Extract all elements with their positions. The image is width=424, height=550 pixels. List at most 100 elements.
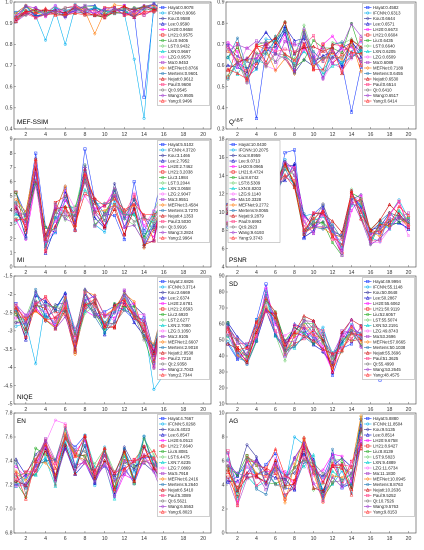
data-point-lzg xyxy=(53,3,57,7)
legend-entry: Hayat:49.9994 xyxy=(373,279,402,284)
data-point-wang xyxy=(14,209,18,214)
data-point-ma xyxy=(103,463,107,467)
y-tick-label: 0.7 xyxy=(5,63,12,69)
legend-marker xyxy=(161,422,165,426)
data-point-mefnet xyxy=(340,57,344,62)
data-point-mertens xyxy=(122,447,126,451)
data-point-nejati xyxy=(264,42,268,46)
data-point-yang xyxy=(112,10,117,15)
data-point-nejati xyxy=(63,442,68,447)
data-point-mertens xyxy=(350,483,353,487)
data-point-mefnet xyxy=(102,208,107,213)
data-point-nejati xyxy=(311,44,316,49)
legend-entry: Lee:9.0713 xyxy=(239,159,261,164)
legend-marker xyxy=(231,186,236,190)
data-point-qi xyxy=(53,9,57,13)
data-point-qi xyxy=(331,480,334,484)
data-point-wang xyxy=(132,311,136,316)
data-point-wang xyxy=(235,356,240,361)
legend-marker xyxy=(161,417,165,420)
data-point-wang xyxy=(152,1,156,6)
legend-entry: LST:2.6277 xyxy=(168,318,190,323)
data-point-qi xyxy=(44,11,48,15)
data-point-paul xyxy=(245,69,249,73)
legend-marker xyxy=(160,509,165,514)
data-point-yang xyxy=(292,58,297,63)
data-point-yang xyxy=(53,466,58,470)
data-point-mefnet xyxy=(292,71,297,76)
data-point-wang xyxy=(292,339,297,344)
data-point-lee xyxy=(340,64,344,68)
data-point-lxn xyxy=(92,465,97,469)
data-point-wang xyxy=(83,10,87,15)
legend-marker xyxy=(366,280,370,283)
legend-marker xyxy=(161,198,165,201)
data-point-ma xyxy=(63,213,67,217)
data-point-yang xyxy=(226,325,230,330)
legend-entry: LZG:49.8743 xyxy=(373,329,399,334)
legend-entry: Yang:9.3743 xyxy=(239,236,264,241)
data-point-lee xyxy=(321,348,325,353)
data-point-qi xyxy=(302,458,306,462)
data-point-paul xyxy=(378,238,382,242)
data-point-paul xyxy=(93,305,97,309)
data-point-lee xyxy=(292,161,297,166)
legend-entry: Yang:6.8023 xyxy=(168,510,193,515)
legend-marker xyxy=(365,460,370,464)
data-point-mertens xyxy=(142,434,146,438)
data-point-lxn xyxy=(340,341,344,346)
legend-marker xyxy=(161,450,165,453)
x-tick-label: 20 xyxy=(406,270,412,276)
legend-entry: Paul:5.3089 xyxy=(168,493,192,498)
data-point-mertens xyxy=(236,36,239,40)
data-point-wang xyxy=(349,476,354,481)
legend-entry: Mertens:6.2640 xyxy=(168,482,198,487)
data-point-paul xyxy=(24,470,28,474)
data-point-wang xyxy=(235,62,240,67)
data-point-nejati xyxy=(283,160,287,165)
legend-marker xyxy=(365,350,370,355)
legend-marker xyxy=(365,290,370,295)
legend-marker xyxy=(160,180,165,186)
data-point-liu xyxy=(122,305,126,309)
data-point-yang xyxy=(340,242,344,247)
y-tick-label: -4.5 xyxy=(4,383,13,389)
x-tick-label: 16 xyxy=(161,132,167,138)
data-point-lst xyxy=(330,40,335,45)
legend-entry: MEFNet:0.7189 xyxy=(373,66,404,71)
legend-marker xyxy=(365,43,370,49)
data-point-lh21 xyxy=(122,303,126,307)
data-point-mefnet xyxy=(283,500,287,505)
x-tick-label: 6 xyxy=(64,270,67,276)
x-tick-label: 16 xyxy=(161,536,167,542)
legend-entry: Nejati:9.2879 xyxy=(239,214,265,219)
data-point-yang xyxy=(151,212,156,216)
data-point-lh21 xyxy=(340,53,344,57)
data-point-lee xyxy=(292,487,297,492)
data-point-hayat xyxy=(293,148,296,152)
data-point-mertens xyxy=(53,215,57,219)
data-point-yang xyxy=(264,296,268,301)
data-point-lst xyxy=(83,163,87,168)
x-tick-label: 8 xyxy=(84,132,87,138)
legend-entry: MEFNet:3.4584 xyxy=(168,203,199,208)
data-point-mefnet xyxy=(63,184,67,189)
legend-entry: Qi:9.2923 xyxy=(239,225,258,230)
data-point-qi xyxy=(14,458,18,462)
legend-entry: IFCNN:4.3720 xyxy=(168,148,196,153)
legend-marker xyxy=(366,450,370,453)
data-point-paul xyxy=(312,211,315,215)
data-point-mefnet xyxy=(93,31,97,36)
data-point-yang xyxy=(112,196,117,201)
legend-marker xyxy=(160,476,165,482)
legend-marker xyxy=(161,362,165,366)
data-point-lee xyxy=(302,36,306,40)
legend-entry: Liu:0.6435 xyxy=(373,38,394,43)
legend-marker xyxy=(231,213,236,218)
data-point-lzg xyxy=(226,459,230,463)
legend-entry: Qi:2.9358 xyxy=(168,362,187,367)
data-point-yang xyxy=(122,10,127,15)
legend-entry: Nejati:0.9612 xyxy=(168,77,194,82)
data-point-qi xyxy=(245,81,249,85)
data-point-lh21 xyxy=(359,63,363,67)
